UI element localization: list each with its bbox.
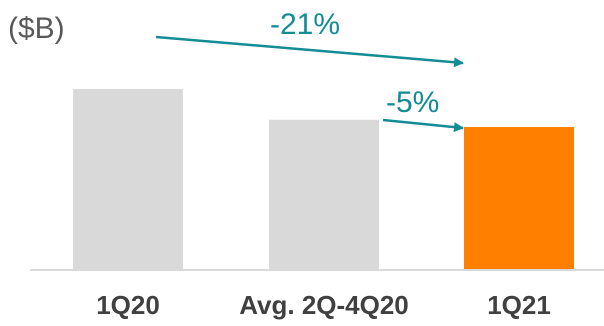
- bar-avg-2q-4q20: [269, 119, 379, 271]
- bar-1q21: [464, 127, 574, 270]
- unit-label: ($B): [8, 12, 65, 45]
- category-tick-labels: 1Q20 Avg. 2Q-4Q20 1Q21: [96, 290, 551, 320]
- change-label-overall: -21%: [270, 8, 340, 41]
- arrow-change-overall: [155, 35, 464, 68]
- tick-label-1q21: 1Q21: [487, 290, 551, 320]
- change-annotations: -21% -5%: [155, 8, 464, 133]
- bar-1q20: [73, 89, 183, 270]
- tick-label-1q20: 1Q20: [96, 290, 160, 320]
- change-label-vs-average: -5%: [386, 86, 439, 119]
- tick-label-avg-2q-4q20: Avg. 2Q-4Q20: [239, 290, 409, 320]
- bars-group: [73, 89, 574, 271]
- arrow-change-vs-average: [382, 118, 464, 133]
